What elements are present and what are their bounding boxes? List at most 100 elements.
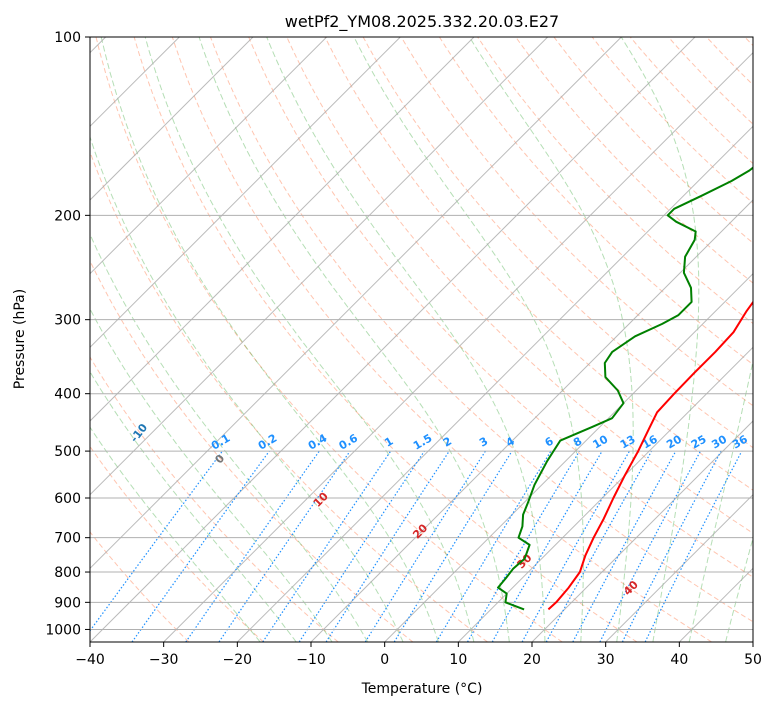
y-tick-label: 700 (54, 531, 81, 547)
x-tick-label: 30 (597, 652, 615, 668)
y-tick-label: 100 (54, 30, 81, 46)
y-tick-label: 1000 (45, 622, 81, 638)
mixing-ratio-label: 10 (591, 432, 611, 451)
isotherm (384, 272, 753, 642)
y-tick-label: 800 (54, 565, 81, 581)
mixing-ratio-line (644, 450, 743, 642)
plot-frame (89, 36, 754, 643)
temperature-profile (547, 300, 753, 611)
isotherm (752, 641, 753, 642)
moist-adiabat (198, 37, 510, 642)
dry-adiabat (668, 37, 753, 125)
x-axis-label: Temperature (°C) (361, 681, 483, 697)
mixing-ratio-line (572, 450, 677, 642)
dry-adiabat (400, 37, 753, 407)
moist-adiabat (725, 536, 753, 642)
mixing-ratio-line (185, 450, 320, 642)
moist-adiabat (100, 37, 439, 642)
dry-adiabat (286, 37, 753, 534)
isotherm (236, 125, 753, 642)
mixing-ratio-label: 0.1 (209, 432, 232, 453)
dry-adiabat (171, 37, 712, 642)
dry-adiabat (438, 37, 753, 366)
dry-adiabat-label: -10 (128, 421, 151, 445)
dry-adiabat (591, 37, 753, 204)
isotherm (90, 37, 622, 570)
profiles (497, 166, 753, 611)
mixing-ratio-label: 1 (382, 435, 395, 450)
moist-adiabat (90, 426, 261, 642)
dry-adiabat (90, 445, 264, 642)
mixing-ratio-label: 3 (477, 435, 490, 450)
mixing-ratio-label: 0.4 (306, 431, 330, 452)
x-tick-label: −20 (223, 652, 253, 668)
moist-adiabat (620, 37, 700, 642)
isotherm (90, 37, 401, 349)
dry-adiabat (248, 37, 753, 578)
isotherm (90, 37, 549, 496)
mixing-ratio-label: 1.5 (411, 432, 434, 453)
isotherm (90, 37, 254, 201)
isotherm (531, 420, 753, 642)
moist-adiabat (688, 358, 753, 642)
x-tick-label: 50 (744, 652, 762, 668)
y-tick-label: 300 (54, 313, 81, 329)
isotherm (457, 346, 753, 642)
y-tick-label: 500 (54, 444, 81, 460)
mixing-ratio-line (599, 450, 702, 642)
moist-adiabat (90, 370, 297, 642)
mixing-ratio-label: 20 (664, 432, 684, 451)
dry-adiabat (324, 37, 753, 491)
dry-adiabat (90, 531, 190, 642)
mixing-ratio-line (364, 450, 486, 642)
y-tick-label: 200 (54, 208, 81, 224)
dry-adiabat (706, 37, 753, 86)
mixing-ratio-line (545, 450, 653, 642)
y-axis-label: Pressure (hPa) (12, 289, 28, 389)
moist-adiabat (90, 308, 333, 642)
y-tick-label: 900 (54, 595, 81, 611)
x-tick-label: −10 (296, 652, 326, 668)
x-tick-label: −40 (75, 652, 105, 668)
mixing-ratio-line (325, 450, 450, 642)
isotherm (90, 37, 696, 642)
dry-adiabat (477, 37, 753, 325)
x-tick-label: −30 (149, 652, 179, 668)
mixing-ratio-line (621, 450, 722, 642)
mixing-ratio-line (262, 450, 392, 642)
dry-adiabat (90, 356, 339, 642)
dry-adiabat (90, 259, 414, 642)
x-tick-label: 40 (670, 652, 688, 668)
mixing-ratio-line (435, 450, 552, 642)
isotherm (163, 51, 753, 642)
moist-adiabat (90, 232, 369, 642)
dry-adiabat (553, 37, 753, 244)
isotherm (310, 199, 753, 642)
mixing-ratio-line (90, 450, 223, 632)
chart-title: wetPf2_YM08.2025.332.20.03.E27 (285, 12, 559, 32)
moist-adiabat (144, 37, 475, 642)
mixing-ratio-line (521, 450, 631, 642)
dry-adiabat (95, 37, 563, 642)
mixing-ratio-line (298, 450, 425, 642)
moist-adiabat (353, 37, 584, 642)
x-tick-label: 20 (523, 652, 541, 668)
mixing-ratio-line (218, 450, 351, 642)
x-tick-label: 10 (449, 652, 467, 668)
dewpoint-profile (497, 166, 753, 611)
mixing-ratio-label: 30 (709, 432, 729, 451)
dry-adiabat (210, 37, 753, 623)
mixing-ratio-label: 6 (543, 434, 556, 449)
isotherm (605, 493, 753, 642)
dry-adiabat (362, 37, 753, 449)
moist-adiabat (90, 135, 404, 642)
y-tick-label: 400 (54, 387, 81, 403)
dry-adiabat (515, 37, 753, 284)
x-tick-label: 0 (380, 652, 389, 668)
background-lines (90, 37, 753, 642)
mixing-ratio-label: 13 (618, 433, 638, 452)
mixing-ratio-line (131, 450, 270, 642)
y-tick-label: 600 (54, 491, 81, 507)
